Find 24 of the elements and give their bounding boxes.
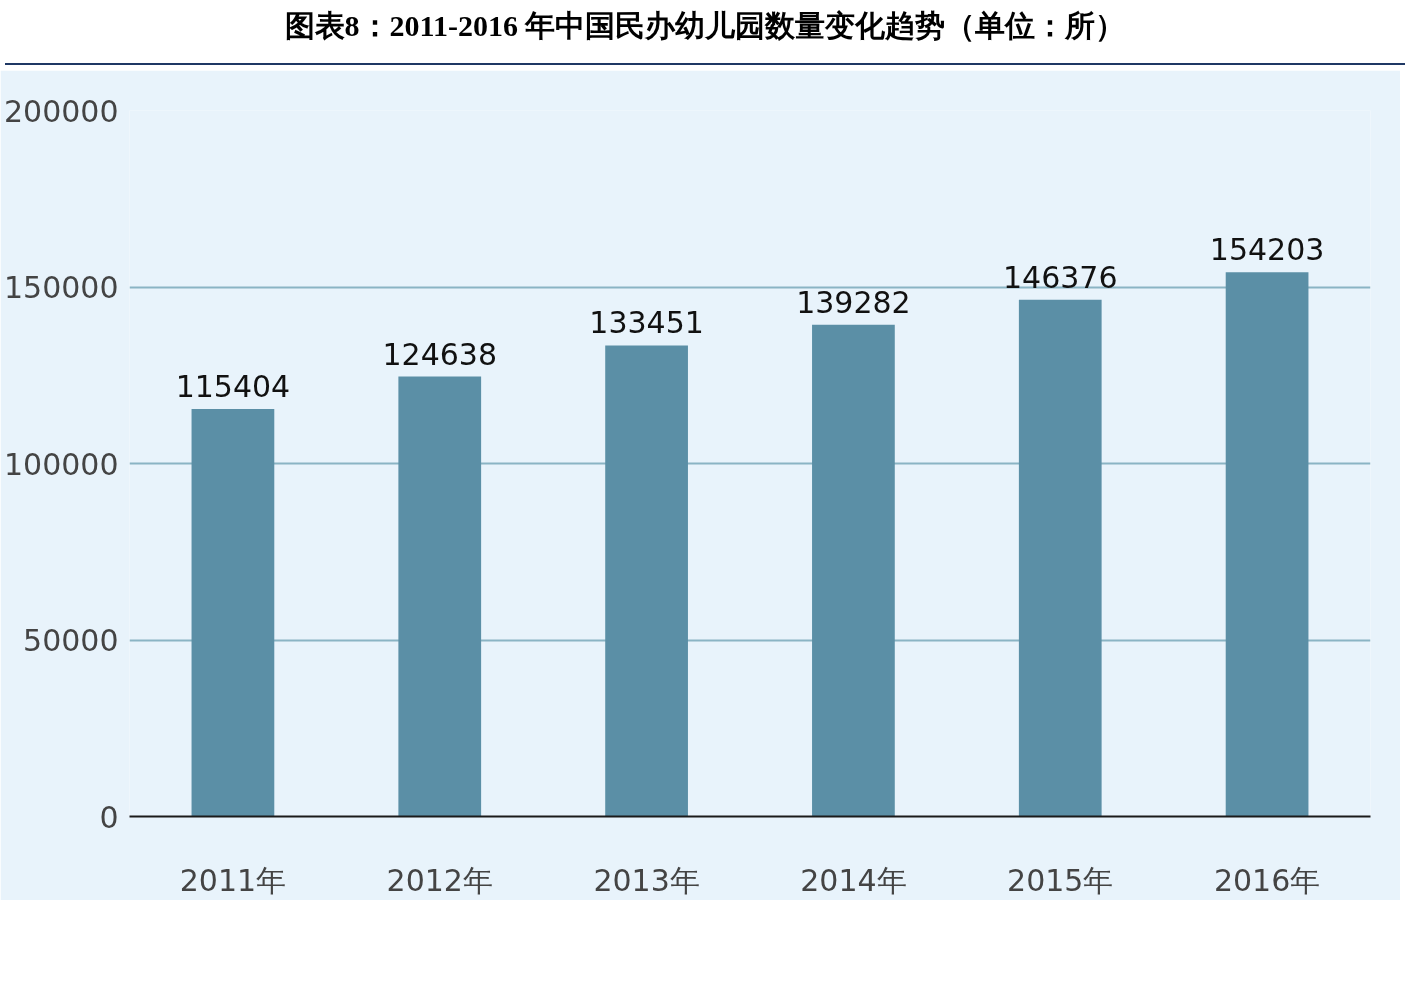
x-tick-label: 2015年 xyxy=(1007,862,1114,898)
bar xyxy=(605,345,688,817)
data-label: 146376 xyxy=(1002,259,1118,295)
y-tick-label: 200000 xyxy=(3,93,119,129)
y-tick-label: 0 xyxy=(99,799,119,835)
y-tick-label: 50000 xyxy=(23,623,119,658)
bar xyxy=(812,324,895,817)
data-label: 139282 xyxy=(796,284,911,320)
x-tick-label: 2014年 xyxy=(800,862,907,898)
bar xyxy=(1018,299,1102,817)
x-tick-label: 2016年 xyxy=(1213,862,1321,898)
data-label: 115404 xyxy=(175,369,291,405)
x-tick-label: 2012年 xyxy=(386,862,493,898)
chart-title: 图表8：2011-2016 年中国民办幼儿园数量变化趋势（单位：所） xyxy=(284,8,1126,44)
y-tick-label: 100000 xyxy=(3,446,119,482)
data-label: 154203 xyxy=(1209,232,1325,268)
bar xyxy=(1225,272,1309,817)
y-tick-label: 150000 xyxy=(3,270,119,305)
x-tick-label: 2013年 xyxy=(593,862,700,898)
x-tick-label: 2011年 xyxy=(179,862,287,898)
bar xyxy=(398,376,482,817)
bar xyxy=(191,409,275,817)
data-label: 124638 xyxy=(382,336,498,372)
data-label: 133451 xyxy=(589,305,704,341)
